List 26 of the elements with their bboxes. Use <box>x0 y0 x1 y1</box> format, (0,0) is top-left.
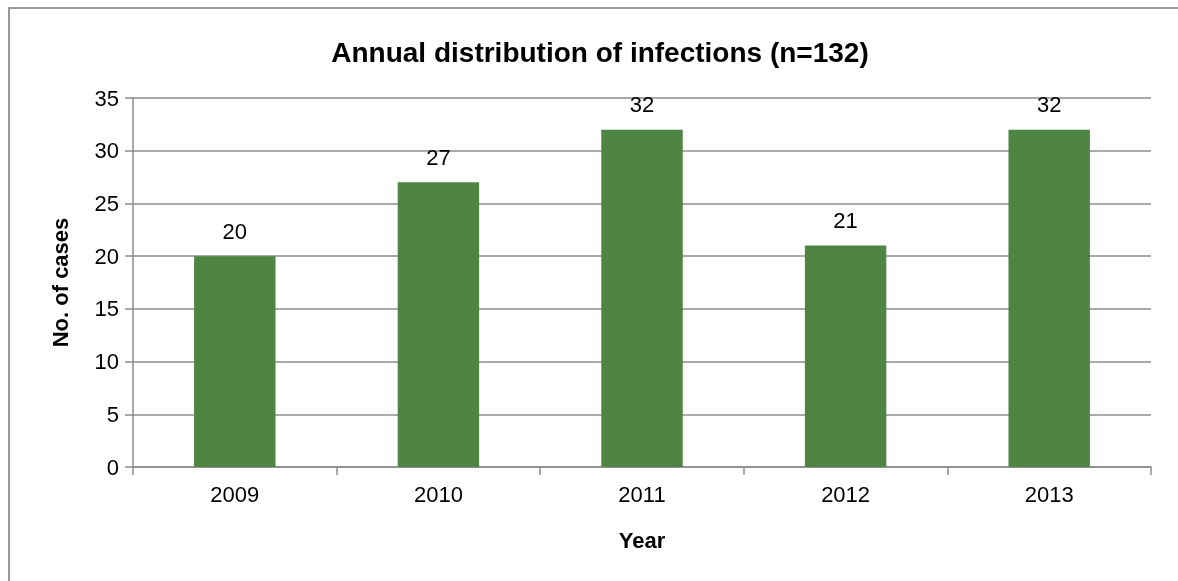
x-tick-label: 2013 <box>1024 481 1074 507</box>
bar <box>804 245 887 467</box>
x-axis-title: Year <box>618 527 666 553</box>
data-label: 32 <box>1036 92 1062 118</box>
y-tick-label: 10 <box>94 349 119 375</box>
x-tick-label: 2010 <box>413 481 463 507</box>
y-tick-label: 15 <box>94 296 119 322</box>
y-tick-label: 0 <box>106 454 119 480</box>
data-label: 27 <box>426 144 451 170</box>
x-tick-label: 2011 <box>618 481 666 507</box>
y-tick-label: 20 <box>94 243 119 269</box>
bar <box>1008 129 1090 467</box>
bar <box>397 182 480 467</box>
bar <box>194 256 276 467</box>
y-axis-title: No. of cases <box>47 217 73 348</box>
y-tick-label: 30 <box>94 138 119 164</box>
y-tick-label: 5 <box>106 401 119 427</box>
y-tick-label: 25 <box>94 190 119 216</box>
bar <box>601 129 683 467</box>
x-tick-label: 2012 <box>821 481 871 507</box>
chart-title: Annual distribution of infections (n=132) <box>331 36 869 68</box>
data-label: 20 <box>222 218 248 244</box>
data-label: 21 <box>833 208 858 234</box>
y-tick-label: 35 <box>94 85 119 111</box>
data-label: 32 <box>629 92 655 118</box>
x-tick-label: 2009 <box>210 481 260 507</box>
